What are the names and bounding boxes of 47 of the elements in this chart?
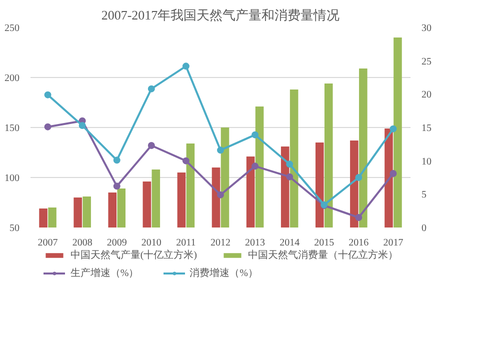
x-tick-label: 2012	[210, 238, 230, 248]
y-tick-label: 100	[4, 173, 20, 184]
point	[252, 162, 259, 170]
point	[113, 182, 120, 190]
y2-tick-label: 30	[422, 23, 432, 34]
legend-label: 消费增速（%）	[190, 266, 258, 280]
point	[252, 131, 259, 138]
y2-tick-label: 5	[422, 190, 426, 201]
point	[113, 156, 120, 164]
legend-label: 中国天然气消费量（十亿立方米）	[248, 248, 398, 262]
x-tick-label: 2008	[72, 238, 92, 248]
point	[286, 160, 294, 168]
y-tick-label: 200	[4, 73, 20, 84]
point	[44, 91, 52, 98]
point	[390, 170, 397, 177]
point	[44, 123, 52, 130]
point	[148, 85, 155, 92]
y2-tick-label: 10	[422, 156, 432, 168]
y2-tick-label: 15	[422, 123, 432, 134]
legend-label: 生产增速（%）	[70, 266, 139, 280]
y2-tick-label: 0	[422, 223, 426, 234]
point	[217, 146, 224, 154]
point	[148, 142, 155, 149]
point	[286, 173, 294, 180]
x-tick-label: 2013	[245, 238, 266, 248]
chart-title: 2007-2017年我国天然气产量和消费量情况	[101, 8, 340, 22]
y-tick-label: 50	[10, 223, 20, 234]
legend-label: 中国天然气产量(十亿立方米)	[70, 248, 197, 262]
point	[182, 157, 190, 164]
x-tick-label: 2011	[176, 238, 196, 248]
x-tick-label: 2009	[106, 238, 127, 248]
point	[182, 62, 190, 70]
point	[217, 191, 224, 198]
y-tick-label: 150	[4, 123, 20, 134]
x-tick-label: 2015	[314, 238, 334, 248]
point	[78, 122, 86, 129]
x-tick-label: 2016	[348, 238, 369, 248]
point	[355, 214, 362, 221]
x-tick-label: 2017	[383, 238, 404, 248]
y-tick-label: 250	[4, 23, 20, 34]
y2-tick-label: 20	[422, 90, 432, 101]
x-tick-label: 2014	[280, 238, 300, 248]
y2-tick-label: 25	[422, 56, 432, 68]
point	[355, 174, 362, 181]
x-tick-label: 2007	[38, 238, 58, 248]
x-tick-label: 2010	[141, 238, 162, 248]
point	[390, 125, 397, 132]
